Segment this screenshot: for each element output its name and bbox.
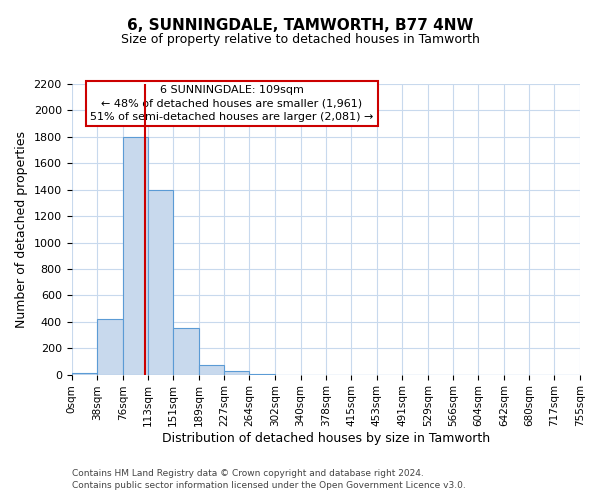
- Bar: [173, 328, 199, 374]
- Bar: [148, 190, 173, 374]
- X-axis label: Distribution of detached houses by size in Tamworth: Distribution of detached houses by size …: [162, 432, 490, 445]
- Bar: [97, 319, 123, 374]
- Bar: [71, 372, 97, 374]
- Bar: [123, 137, 148, 374]
- Text: Contains HM Land Registry data © Crown copyright and database right 2024.: Contains HM Land Registry data © Crown c…: [72, 468, 424, 477]
- Text: 6, SUNNINGDALE, TAMWORTH, B77 4NW: 6, SUNNINGDALE, TAMWORTH, B77 4NW: [127, 18, 473, 32]
- Text: Contains public sector information licensed under the Open Government Licence v3: Contains public sector information licen…: [72, 481, 466, 490]
- Bar: [224, 372, 250, 374]
- Text: Size of property relative to detached houses in Tamworth: Size of property relative to detached ho…: [121, 32, 479, 46]
- Text: 6 SUNNINGDALE: 109sqm
← 48% of detached houses are smaller (1,961)
51% of semi-d: 6 SUNNINGDALE: 109sqm ← 48% of detached …: [90, 86, 373, 122]
- Y-axis label: Number of detached properties: Number of detached properties: [15, 131, 28, 328]
- Bar: [199, 364, 224, 374]
